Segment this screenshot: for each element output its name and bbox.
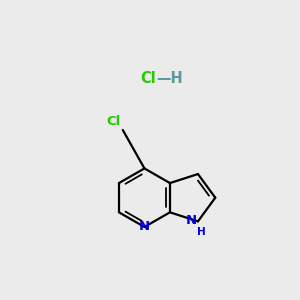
Text: —H: —H <box>156 71 183 86</box>
Text: N: N <box>139 220 150 233</box>
Text: H: H <box>197 227 206 237</box>
Text: Cl: Cl <box>106 116 120 128</box>
Text: N: N <box>186 214 197 227</box>
Text: Cl: Cl <box>140 71 156 86</box>
